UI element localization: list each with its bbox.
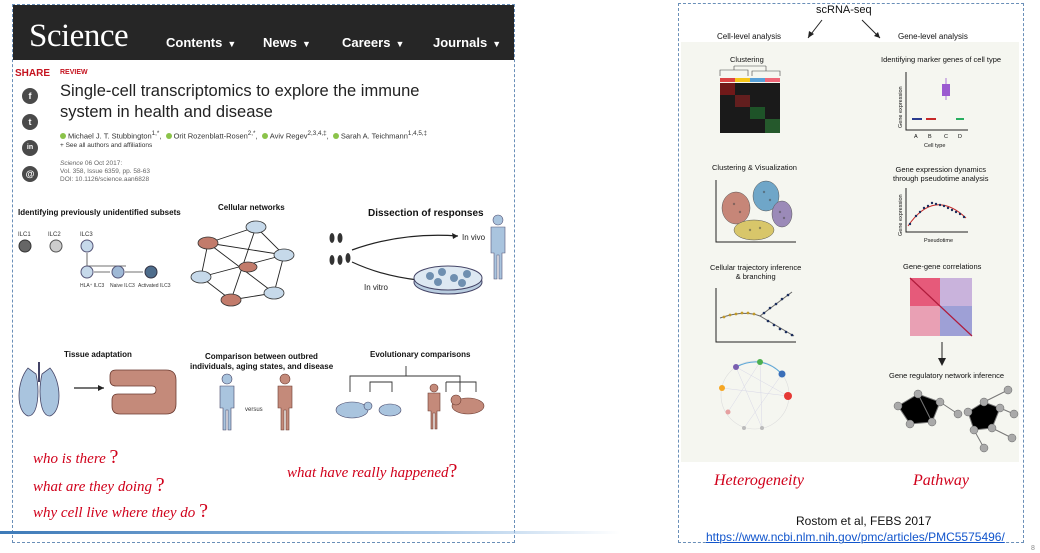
tissue-diagram: [18, 362, 177, 417]
panel-label-subsets: Identifying previously unidentified subs…: [18, 208, 181, 217]
ilc2-label: ILC2: [48, 232, 61, 238]
cellular-network-diagram: [190, 220, 295, 307]
panel-label-comparison: Comparison between outbred: [205, 352, 318, 361]
orcid-icon: [261, 132, 268, 139]
box-tick-d: D: [958, 134, 962, 140]
grn-graph: [893, 385, 1019, 453]
dyn-ylabel: Gene expression: [898, 194, 904, 236]
pmc-link[interactable]: https://www.ncbi.nlm.nih.gov/pmc/article…: [706, 530, 1005, 544]
chevron-down-icon: ▼: [227, 39, 237, 49]
box-xlabel: Cell type: [924, 143, 945, 149]
linkedin-icon[interactable]: in: [22, 140, 38, 156]
orcid-icon: [332, 132, 339, 139]
in-vitro-label: In vitro: [364, 283, 389, 292]
author-list: Michael J. T. Stubbington1,*, Orit Rozen…: [60, 130, 427, 141]
review-badge: REVIEW: [60, 69, 88, 76]
author-link[interactable]: Orit Rozenblatt-Rosen: [173, 131, 248, 141]
share-label: SHARE: [15, 68, 51, 79]
cluster-scatter: [715, 180, 796, 243]
correlation-label: Gene-gene correlations: [903, 262, 982, 271]
pseudotime-label: Gene expression dynamics through pseudoti…: [893, 165, 989, 183]
nav-journals[interactable]: Journals ▼: [433, 35, 502, 50]
heterogeneity-label: Heterogeneity: [714, 472, 805, 489]
citation-text: Rostom et al, FEBS 2017: [796, 514, 932, 528]
marker-genes-label: Identifying marker genes of cell type: [881, 55, 1002, 64]
trajectory-plot: [715, 288, 796, 343]
in-vivo-label: In vivo: [462, 233, 486, 242]
left-panel: [12, 4, 515, 543]
ilc-subsets-diagram: ILC1 ILC2 ILC3 HLA⁺ ILC3 Naive ILC3 Acti…: [18, 232, 171, 289]
down-arrow: [938, 342, 946, 366]
dyn-xlabel: Pseudotime: [924, 238, 953, 244]
panel-label-tissue: Tissue adaptation: [64, 350, 132, 359]
hla-ilc3-label: HLA⁺ ILC3: [80, 283, 105, 289]
panel-label-comparison-2: individuals, aging states, and disease: [190, 362, 334, 371]
versus-label: versus: [245, 407, 263, 413]
pseudotime-plot: Gene expression Pseudotime: [898, 188, 968, 244]
science-logo[interactable]: Science: [29, 18, 129, 54]
panel-label-responses: Dissection of responses: [368, 208, 484, 219]
cell-level-heading: Cell-level analysis: [717, 32, 782, 41]
question-who: who is there ?: [33, 446, 119, 468]
gene-level-heading: Gene-level analysis: [898, 32, 968, 41]
see-all-authors-link[interactable]: + See all authors and affiliations: [60, 142, 153, 149]
author-link[interactable]: Michael J. T. Stubbington: [68, 131, 152, 141]
question-what-happened: what have really happened?: [287, 460, 458, 482]
chevron-down-icon: ▼: [301, 39, 311, 49]
box-tick-c: C: [944, 134, 948, 140]
twitter-icon[interactable]: t: [22, 114, 38, 130]
activated-ilc3-label: Activated ILC3: [138, 283, 171, 289]
nav-contents[interactable]: Contents ▼: [166, 35, 237, 50]
page-number: 8: [1031, 545, 1035, 552]
panel-label-evolution: Evolutionary comparisons: [370, 350, 471, 359]
box-ylabel: Gene expression: [898, 86, 904, 128]
clustering-vis-label: Clustering & Visualization: [712, 163, 797, 172]
trajectory-label: Cellular trajectory inference & branching: [710, 263, 802, 281]
right-panel: [678, 3, 1024, 543]
article-title: Single-cell transcriptomics to explore t…: [60, 82, 420, 121]
grn-label: Gene regulatory network inference: [889, 371, 1005, 380]
facebook-icon[interactable]: f: [22, 88, 38, 104]
ilc3-label: ILC3: [80, 232, 93, 238]
question-why-live: why cell live where they do ?: [33, 500, 208, 522]
chevron-down-icon: ▼: [492, 39, 502, 49]
email-icon[interactable]: @: [22, 166, 38, 182]
responses-diagram: In vivo In vitro: [329, 214, 506, 295]
clustering-heatmap: [719, 65, 781, 133]
orcid-icon: [165, 132, 172, 139]
evolution-diagram: [335, 366, 485, 430]
pathway-label: Pathway: [913, 472, 969, 489]
scrna-seq-label: scRNA-seq: [812, 4, 876, 16]
clustering-label: Clustering: [730, 55, 764, 64]
science-header: [13, 5, 514, 60]
cell-network-graph: [719, 359, 792, 430]
comparison-diagram: versus: [219, 373, 293, 431]
split-arrows: [807, 19, 881, 39]
article-meta: Science 06 Oct 2017: Vol. 358, Issue 635…: [60, 160, 150, 183]
box-tick-b: B: [928, 134, 932, 140]
panel-label-networks: Cellular networks: [218, 203, 285, 212]
chevron-down-icon: ▼: [395, 39, 405, 49]
naive-ilc3-label: Naive ILC3: [110, 283, 135, 289]
slide-footer-bar: [0, 531, 620, 534]
marker-boxplot: Gene expression A B C D Cell type: [898, 72, 968, 149]
nav-careers[interactable]: Careers ▼: [342, 35, 405, 50]
box-tick-a: A: [914, 134, 918, 140]
author-link[interactable]: Aviv Regev: [269, 131, 308, 141]
question-what-doing: what are they doing ?: [33, 474, 165, 496]
author-link[interactable]: Sarah A. Teichmann: [340, 131, 408, 141]
orcid-icon: [60, 132, 66, 139]
correlation-matrix: [909, 277, 973, 337]
nav-news[interactable]: News ▼: [263, 35, 311, 50]
ilc1-label: ILC1: [18, 232, 31, 238]
